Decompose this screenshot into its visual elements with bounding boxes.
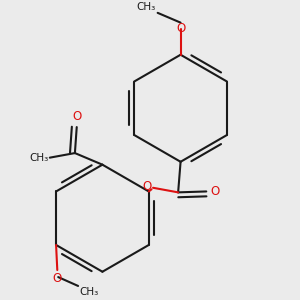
Text: O: O xyxy=(210,185,219,198)
Text: CH₃: CH₃ xyxy=(137,2,156,12)
Text: O: O xyxy=(142,180,151,193)
Text: CH₃: CH₃ xyxy=(29,153,48,163)
Text: O: O xyxy=(53,272,62,285)
Text: O: O xyxy=(72,110,81,123)
Text: O: O xyxy=(176,22,185,35)
Text: CH₃: CH₃ xyxy=(80,287,99,297)
